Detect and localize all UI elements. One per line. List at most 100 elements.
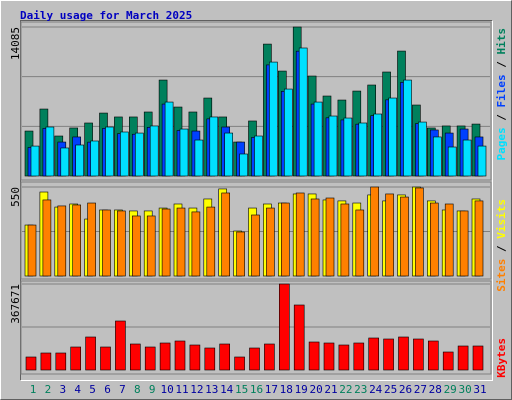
bar	[57, 205, 67, 277]
legend: Pages / Files / Hits	[495, 28, 508, 161]
bar	[72, 204, 81, 277]
bar	[251, 214, 260, 277]
bar	[204, 347, 216, 371]
legend-entry: KBytes	[495, 338, 508, 378]
bar	[298, 47, 308, 177]
bar	[385, 193, 394, 277]
bar	[444, 203, 454, 277]
bar	[45, 126, 55, 177]
bar	[429, 202, 439, 277]
bar	[343, 117, 353, 177]
x-tick-label: 22	[339, 383, 352, 396]
legend-separator: /	[495, 239, 508, 259]
bar	[418, 121, 427, 177]
bar	[269, 61, 278, 177]
legend-separator: /	[495, 108, 508, 128]
y-tick-label: 550	[9, 187, 22, 207]
x-tick-label: 12	[190, 383, 203, 396]
bar	[149, 125, 159, 177]
bar	[373, 113, 383, 177]
bar	[102, 209, 111, 277]
bar	[353, 342, 365, 371]
x-tick-label: 13	[205, 383, 218, 396]
bar	[368, 337, 380, 371]
x-tick-label: 27	[414, 383, 427, 396]
bar	[328, 115, 338, 177]
bar	[55, 352, 67, 371]
legend: Sites / Visits	[495, 199, 508, 292]
x-tick-label: 14	[220, 383, 234, 396]
bar	[325, 197, 335, 277]
bar	[234, 356, 245, 371]
bar	[120, 131, 129, 177]
x-tick-label: 30	[458, 383, 471, 396]
legend-entry: Sites	[495, 259, 508, 292]
bar	[457, 345, 469, 371]
bar	[191, 211, 201, 277]
bar	[132, 215, 141, 277]
bar	[161, 208, 171, 277]
bar	[278, 283, 290, 371]
bar	[338, 344, 350, 371]
bar	[308, 341, 320, 371]
x-tick-label: 1	[30, 383, 37, 396]
bar	[323, 342, 335, 371]
bar	[164, 101, 174, 177]
bar	[280, 202, 290, 277]
bar	[310, 198, 320, 277]
x-tick-label: 2	[45, 383, 52, 396]
bar	[130, 343, 141, 371]
bar	[236, 231, 245, 277]
bar	[254, 135, 263, 177]
x-tick-label: 24	[369, 383, 383, 396]
bar	[427, 340, 439, 371]
bar	[462, 139, 472, 177]
bar	[398, 336, 409, 371]
bar	[249, 347, 260, 371]
bar	[447, 146, 457, 177]
bar	[224, 132, 233, 177]
x-tick-label: 11	[175, 383, 188, 396]
x-tick-label: 19	[295, 383, 308, 396]
bar	[27, 224, 37, 277]
x-tick-label: 23	[354, 383, 367, 396]
y-tick-label: 14085	[9, 27, 22, 60]
bar	[42, 199, 52, 277]
bar	[264, 343, 275, 371]
bar	[432, 136, 442, 177]
bar	[415, 187, 424, 277]
x-tick-label: 9	[149, 383, 156, 396]
bar	[313, 101, 323, 177]
bar	[239, 153, 248, 177]
bar	[209, 116, 219, 177]
bar	[100, 346, 111, 371]
bar	[176, 207, 186, 277]
bar	[400, 196, 409, 277]
bar	[189, 344, 201, 371]
legend-entry: Visits	[495, 199, 508, 239]
x-tick-label: 15	[235, 383, 248, 396]
x-tick-label: 28	[429, 383, 442, 396]
bar	[144, 346, 156, 371]
x-tick-label: 18	[280, 383, 293, 396]
bar	[442, 351, 454, 371]
bar	[221, 192, 230, 277]
chart-title: Daily usage for March 2025	[20, 9, 192, 22]
x-tick-label: 25	[384, 383, 397, 396]
bar	[219, 343, 230, 371]
bar	[25, 356, 37, 371]
bar	[70, 346, 81, 371]
bar	[370, 186, 380, 277]
bar	[117, 210, 126, 277]
x-tick-label: 31	[473, 383, 486, 396]
bar	[459, 210, 469, 277]
x-tick-label: 5	[89, 383, 96, 396]
x-tick-label: 8	[134, 383, 141, 396]
bar	[266, 207, 275, 277]
bar	[477, 145, 487, 177]
bar	[75, 144, 84, 177]
bar	[87, 202, 96, 277]
x-tick-label: 3	[59, 383, 66, 396]
